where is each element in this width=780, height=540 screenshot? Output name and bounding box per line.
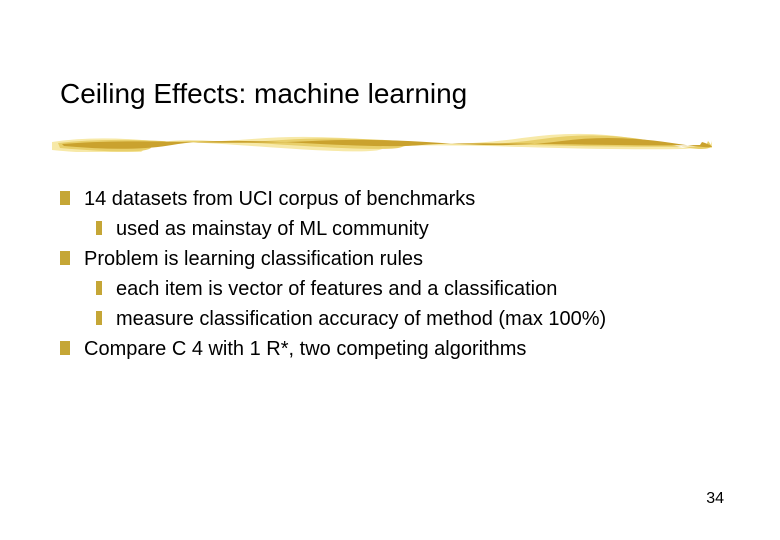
bullet-icon [96, 311, 102, 325]
bullet-icon [60, 251, 70, 265]
list-item: used as mainstay of ML community [96, 215, 710, 243]
list-item-text: Problem is learning classification rules [84, 245, 710, 273]
list-item-text: used as mainstay of ML community [116, 215, 710, 243]
list-item-text: each item is vector of features and a cl… [116, 275, 710, 303]
slide: Ceiling Effects: machine learning 14 dat… [0, 0, 780, 540]
list-item-text: Compare C 4 with 1 R*, two competing alg… [84, 335, 710, 363]
page-number: 34 [706, 490, 724, 508]
bullet-icon [96, 221, 102, 235]
bullet-icon [96, 281, 102, 295]
list-item: each item is vector of features and a cl… [96, 275, 710, 303]
brush-underline-icon [52, 130, 712, 152]
list-item: 14 datasets from UCI corpus of benchmark… [60, 185, 710, 213]
list-item: measure classification accuracy of metho… [96, 305, 710, 333]
slide-body: 14 datasets from UCI corpus of benchmark… [60, 185, 710, 365]
slide-title: Ceiling Effects: machine learning [60, 78, 467, 110]
list-item: Problem is learning classification rules [60, 245, 710, 273]
list-item-text: measure classification accuracy of metho… [116, 305, 710, 333]
bullet-icon [60, 191, 70, 205]
title-underline [52, 130, 712, 152]
bullet-icon [60, 341, 70, 355]
list-item-text: 14 datasets from UCI corpus of benchmark… [84, 185, 710, 213]
list-item: Compare C 4 with 1 R*, two competing alg… [60, 335, 710, 363]
